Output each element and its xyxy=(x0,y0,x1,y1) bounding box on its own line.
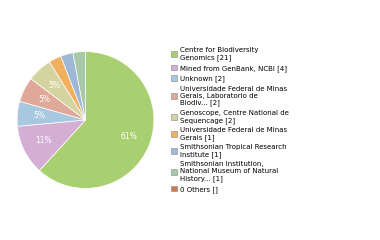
Text: 11%: 11% xyxy=(36,136,52,145)
Wedge shape xyxy=(49,56,86,120)
Text: 61%: 61% xyxy=(120,132,137,141)
Wedge shape xyxy=(73,52,86,120)
Legend: Centre for Biodiversity
Genomics [21], Mined from GenBank, NCBI [4], Unknown [2]: Centre for Biodiversity Genomics [21], M… xyxy=(171,47,288,193)
Wedge shape xyxy=(61,53,86,120)
Wedge shape xyxy=(20,79,86,120)
Wedge shape xyxy=(40,52,154,188)
Text: 5%: 5% xyxy=(48,81,60,90)
Wedge shape xyxy=(31,62,86,120)
Wedge shape xyxy=(17,101,85,126)
Text: 5%: 5% xyxy=(33,111,45,120)
Text: 5%: 5% xyxy=(38,95,50,104)
Wedge shape xyxy=(17,120,86,171)
